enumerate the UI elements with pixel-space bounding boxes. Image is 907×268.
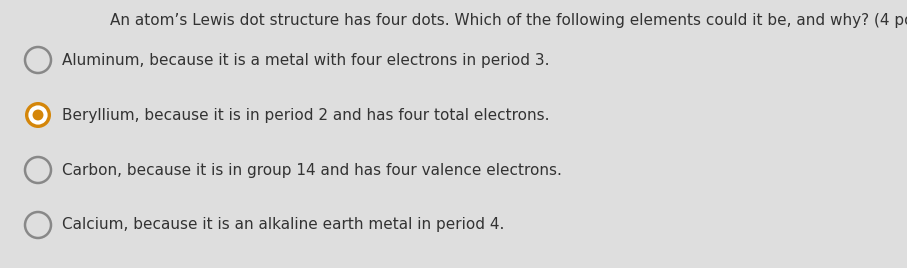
Circle shape	[33, 110, 44, 120]
Text: Carbon, because it is in group 14 and has four valence electrons.: Carbon, because it is in group 14 and ha…	[62, 162, 561, 177]
Circle shape	[26, 49, 50, 72]
Text: An atom’s Lewis dot structure has four dots. Which of the following elements cou: An atom’s Lewis dot structure has four d…	[110, 13, 907, 28]
Text: Aluminum, because it is a metal with four electrons in period 3.: Aluminum, because it is a metal with fou…	[62, 53, 550, 68]
Circle shape	[26, 214, 50, 236]
Circle shape	[25, 102, 51, 128]
Circle shape	[28, 105, 48, 125]
Text: Calcium, because it is an alkaline earth metal in period 4.: Calcium, because it is an alkaline earth…	[62, 218, 504, 233]
Circle shape	[26, 159, 50, 181]
Text: Beryllium, because it is in period 2 and has four total electrons.: Beryllium, because it is in period 2 and…	[62, 107, 550, 122]
